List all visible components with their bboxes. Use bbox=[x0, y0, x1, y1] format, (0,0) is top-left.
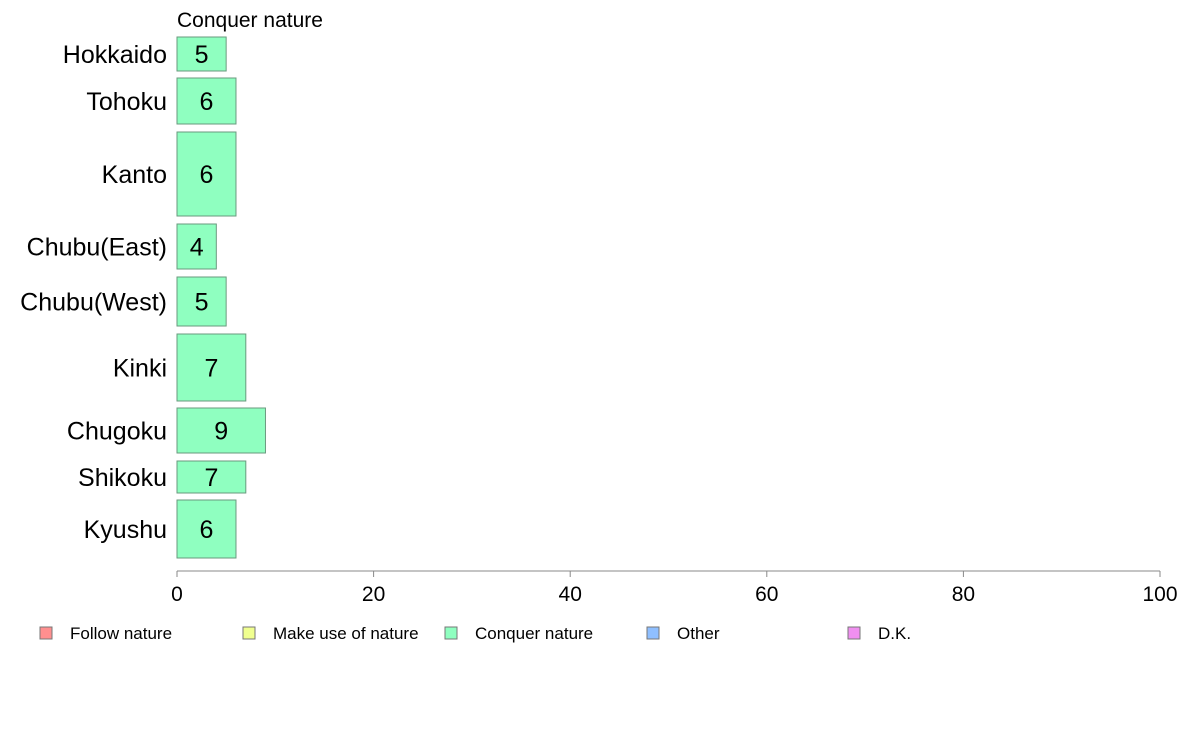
x-tick-label: 100 bbox=[1142, 583, 1177, 606]
category-label: Chubu(West) bbox=[20, 289, 167, 317]
legend-label: D.K. bbox=[878, 624, 911, 643]
category-label: Kinki bbox=[113, 355, 167, 383]
legend-label: Conquer nature bbox=[475, 624, 593, 643]
bar bbox=[176, 223, 217, 270]
legend-swatch bbox=[242, 626, 256, 640]
legend-label: Follow nature bbox=[70, 624, 172, 643]
x-tick-label: 20 bbox=[362, 583, 385, 606]
bar bbox=[176, 36, 227, 72]
x-tick-label: 40 bbox=[559, 583, 582, 606]
category-label: Kanto bbox=[102, 161, 167, 189]
legend-swatch bbox=[646, 626, 660, 640]
bar-value-label: 7 bbox=[204, 464, 218, 492]
category-label: Chubu(East) bbox=[27, 234, 167, 262]
category-label: Shikoku bbox=[78, 464, 167, 492]
legend-swatch bbox=[39, 626, 53, 640]
x-tick-label: 0 bbox=[171, 583, 183, 606]
bar-value-label: 6 bbox=[200, 516, 214, 544]
bar bbox=[176, 499, 237, 559]
bars-layer: Hokkaido 5 Tohoku 6 Kanto 6 Chubu(East) 4 Chubu(… bbox=[20, 36, 266, 559]
legend-label: Other bbox=[677, 624, 720, 643]
bar bbox=[176, 460, 247, 494]
category-label: Kyushu bbox=[84, 516, 167, 544]
bar-value-label: 4 bbox=[190, 234, 204, 262]
legend-swatch bbox=[847, 626, 861, 640]
x-axis: 0 20 40 60 80 100 bbox=[171, 570, 1178, 606]
legend-swatch bbox=[444, 626, 458, 640]
bar-value-label: 9 bbox=[214, 418, 228, 446]
legend: Follow nature Make use of nature Conquer n… bbox=[39, 624, 911, 643]
bar bbox=[176, 407, 266, 454]
bar-value-label: 7 bbox=[204, 355, 218, 383]
bar-value-label: 6 bbox=[200, 161, 214, 189]
category-label: Tohoku bbox=[86, 88, 167, 116]
bar bbox=[176, 77, 237, 125]
category-label: Chugoku bbox=[67, 418, 167, 446]
category-label: Hokkaido bbox=[63, 41, 167, 69]
bar bbox=[176, 131, 237, 217]
bar bbox=[176, 276, 227, 327]
bar-value-label: 5 bbox=[195, 41, 209, 69]
legend-label: Make use of nature bbox=[273, 624, 419, 643]
chart-title: Conquer nature bbox=[177, 9, 323, 32]
bar bbox=[176, 333, 247, 402]
x-tick-label: 80 bbox=[952, 583, 975, 606]
bar-value-label: 6 bbox=[200, 88, 214, 116]
x-tick-label: 60 bbox=[755, 583, 778, 606]
bar-value-label: 5 bbox=[195, 289, 209, 317]
